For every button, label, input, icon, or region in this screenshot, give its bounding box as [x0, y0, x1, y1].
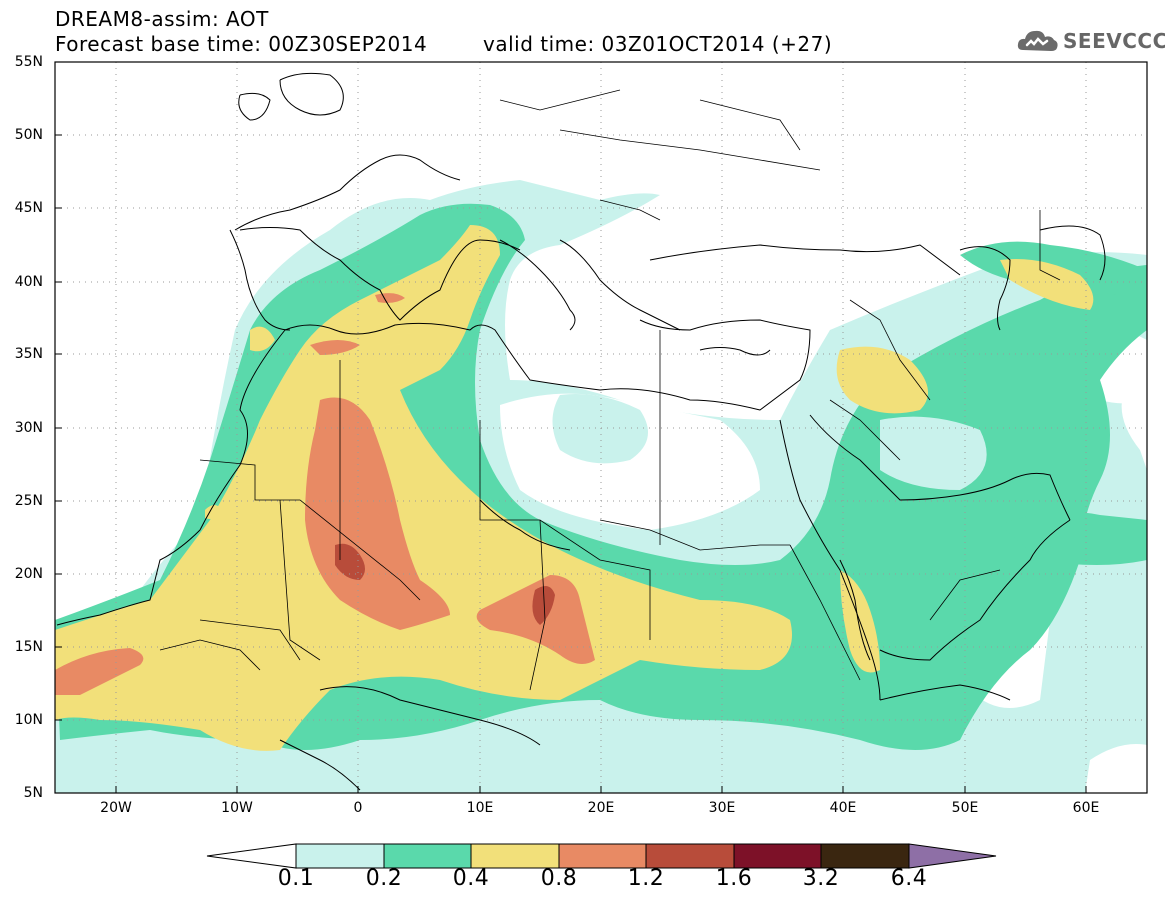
colorbar-high-arrow: [908, 843, 997, 869]
colorbar-label: 0.4: [452, 866, 490, 891]
lon-label: 10E: [466, 800, 494, 816]
lat-label: 15N: [14, 639, 43, 655]
colorbar-label: 6.4: [890, 866, 928, 891]
map-title: DREAM8-assim: AOT: [55, 7, 269, 31]
colorbar-label: 0.2: [365, 866, 403, 891]
lon-label: 50E: [951, 800, 979, 816]
lat-label: 25N: [14, 493, 43, 509]
lon-label: 20W: [100, 800, 132, 816]
colorbar-bin-0-2: [383, 843, 472, 869]
aot-shading: [55, 180, 1147, 793]
lon-label: 30E: [708, 800, 736, 816]
valid-time: valid time: 03Z01OCT2014 (+27): [483, 32, 833, 56]
lon-label: 10W: [221, 800, 253, 816]
lat-label: 30N: [14, 420, 43, 436]
axis-ticks: [55, 61, 1087, 793]
colorbar-bin-0-1: [295, 843, 385, 869]
colorbar-label: 0.8: [540, 866, 578, 891]
lon-label: 40E: [829, 800, 857, 816]
logo-text: SEEVCCC: [1063, 29, 1165, 53]
colorbar-bin-0-8: [558, 843, 647, 869]
colorbar-bin-1-2: [645, 843, 735, 869]
map-grid: [55, 62, 1147, 793]
coastlines: [56, 72, 1106, 791]
lat-label: 20N: [14, 566, 43, 582]
lat-label: 50N: [14, 127, 43, 143]
lon-label: 60E: [1072, 800, 1100, 816]
lat-label: 5N: [23, 785, 43, 801]
lon-label: 20E: [587, 800, 615, 816]
lat-label: 40N: [14, 274, 43, 290]
colorbar-bin-3-2: [820, 843, 910, 869]
forecast-base-time: Forecast base time: 00Z30SEP2014: [55, 32, 428, 56]
aot-level-1-2: [335, 543, 555, 625]
seevccc-logo: SEEVCCC: [1015, 20, 1165, 60]
colorbar-label: 0.1: [277, 866, 315, 891]
lat-label: 55N: [14, 54, 43, 70]
lon-label: 0: [353, 800, 363, 816]
colorbar-label: 1.2: [627, 866, 665, 891]
country-borders: [159, 89, 1061, 691]
colorbar-label: 3.2: [802, 866, 840, 891]
colorbar-label: 1.6: [715, 866, 753, 891]
colorbar-bin-0-4: [470, 843, 560, 869]
colorbar-low-arrow: [206, 843, 297, 869]
aot-level-0-4: [55, 225, 1094, 751]
lat-label: 45N: [14, 200, 43, 216]
lat-label: 35N: [14, 346, 43, 362]
cloud-icon: [1017, 30, 1058, 51]
lat-label: 10N: [14, 712, 43, 728]
colorbar-bin-1-6: [733, 843, 822, 869]
